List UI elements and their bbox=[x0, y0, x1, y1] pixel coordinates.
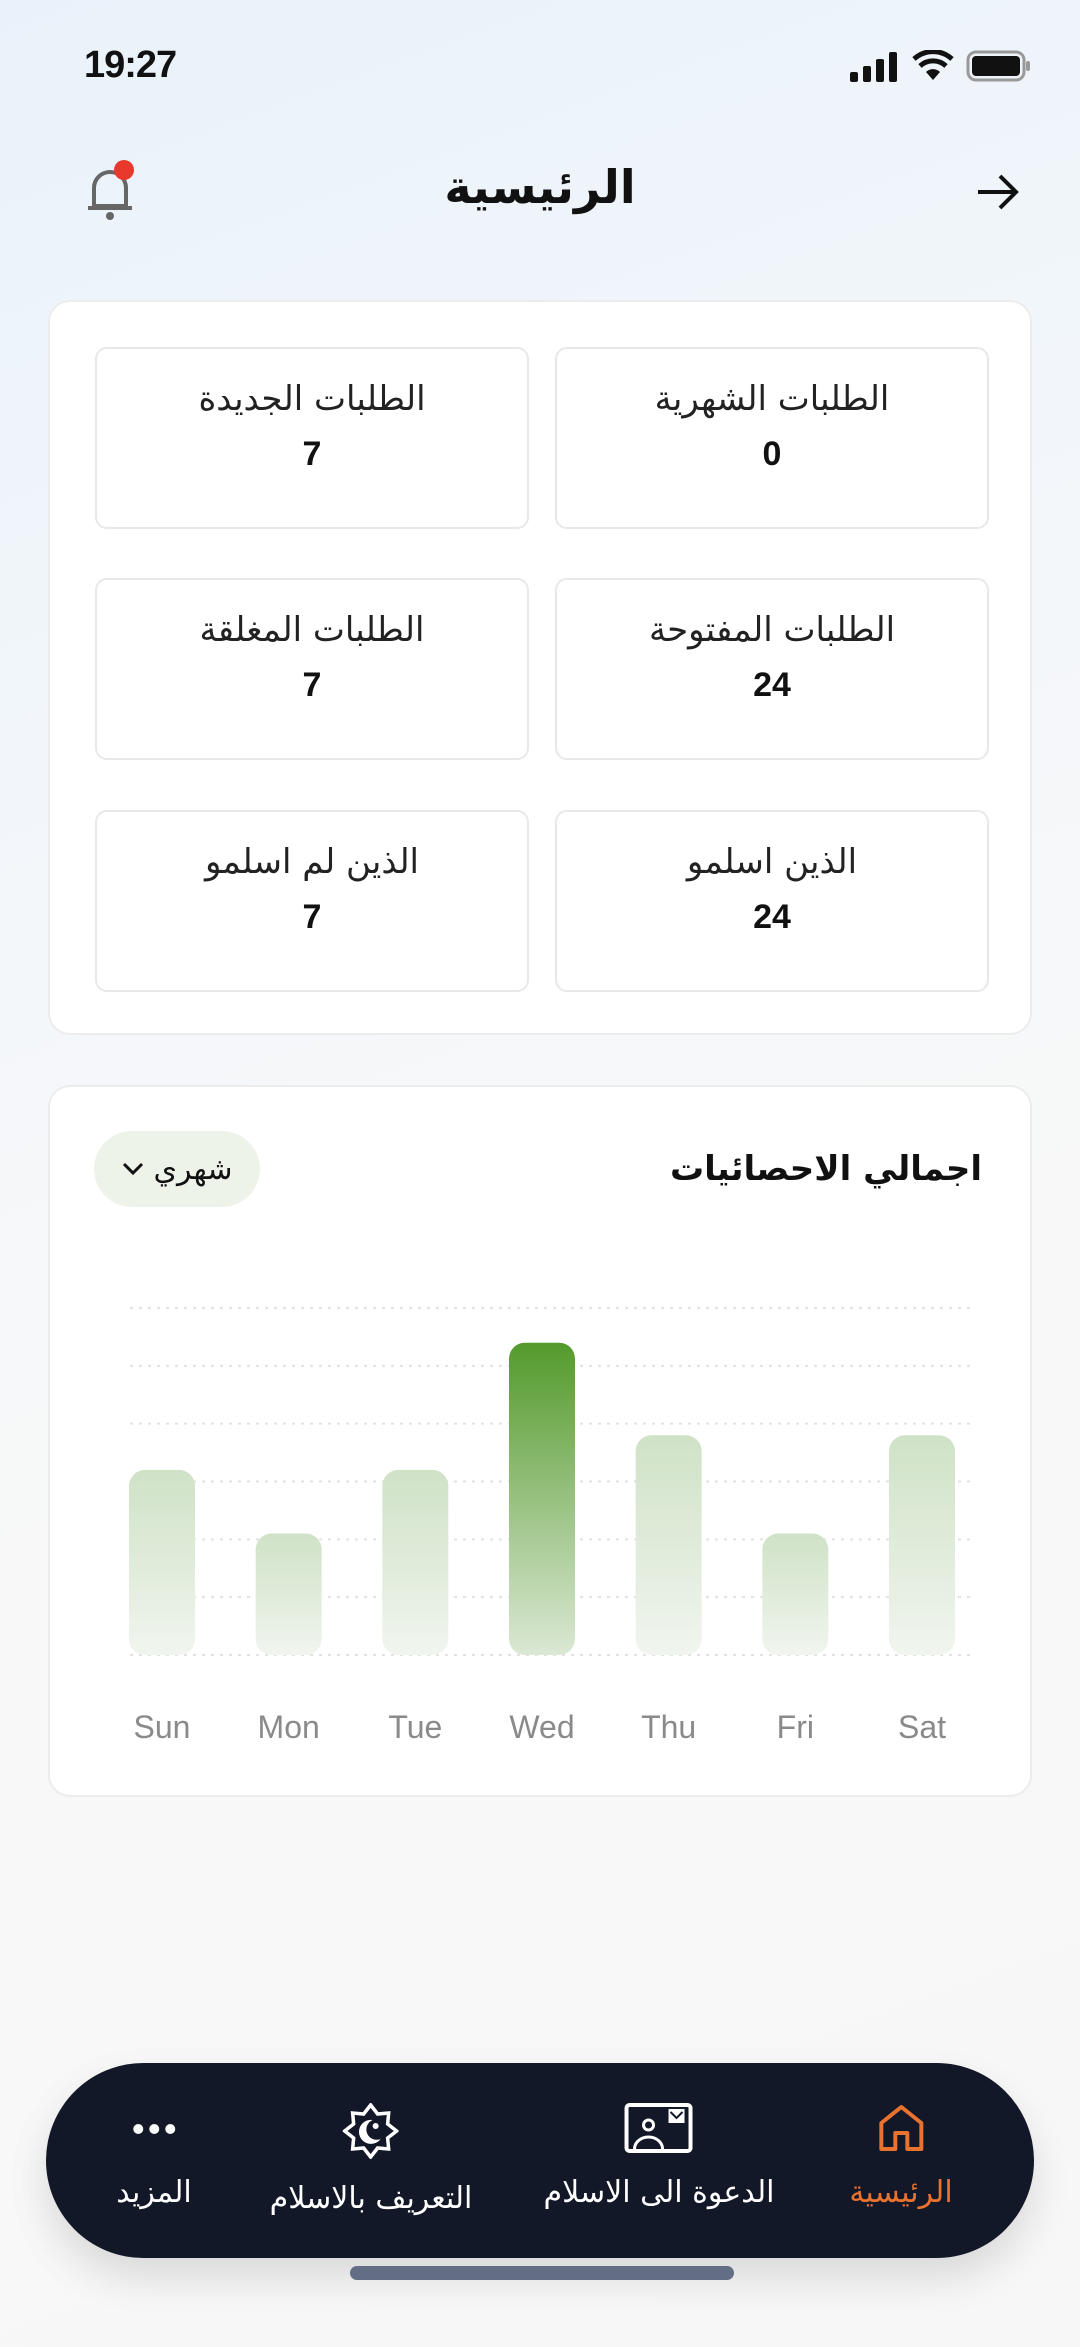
notifications-button[interactable] bbox=[84, 160, 140, 228]
stat-closed-requests[interactable]: الطلبات المغلقة 7 bbox=[95, 578, 529, 760]
nav-label: الدعوة الى الاسلام bbox=[543, 2175, 775, 2210]
nav-item-intro-islam[interactable]: التعريف بالاسلام bbox=[269, 2102, 473, 2216]
home-indicator[interactable] bbox=[350, 2266, 734, 2280]
stat-open-requests[interactable]: الطلبات المفتوحة 24 bbox=[555, 578, 989, 760]
x-tick-label: Fri bbox=[776, 1709, 814, 1745]
more-icon bbox=[133, 2124, 175, 2134]
nav-item-more[interactable]: المزيد bbox=[116, 2103, 192, 2210]
nav-item-home[interactable]: الرئيسية bbox=[849, 2103, 953, 2210]
signal-icon bbox=[850, 52, 897, 82]
x-tick-label: Sun bbox=[133, 1709, 191, 1745]
page-title: الرئيسية bbox=[444, 160, 636, 214]
x-tick-label: Wed bbox=[509, 1709, 575, 1745]
stat-label: الطلبات الجديدة bbox=[198, 379, 426, 419]
bar-fri[interactable] bbox=[762, 1533, 829, 1655]
chevron-down-icon bbox=[122, 1162, 143, 1176]
bar-thu[interactable] bbox=[635, 1435, 702, 1655]
bar-sun[interactable] bbox=[129, 1469, 195, 1655]
period-value: شهري bbox=[153, 1151, 233, 1187]
stat-converted[interactable]: الذين اسلمو 24 bbox=[555, 810, 989, 992]
bottom-nav: الرئيسية الدعوة الى الاسلام التعريف بالا… bbox=[46, 2063, 1034, 2258]
period-dropdown[interactable]: شهري bbox=[94, 1131, 260, 1207]
home-icon bbox=[879, 2105, 923, 2151]
bar-chart bbox=[129, 1307, 975, 1656]
stats-card: الطلبات الشهرية 0 الطلبات الجديدة 7 الطلبا… bbox=[48, 300, 1032, 1035]
stat-label: الطلبات المفتوحة bbox=[648, 610, 896, 650]
stat-label: الطلبات المغلقة bbox=[199, 610, 425, 650]
crescent-star-icon bbox=[342, 2102, 400, 2160]
stat-value: 0 bbox=[762, 435, 782, 473]
stat-not-converted[interactable]: الذين لم اسلمو 7 bbox=[95, 810, 529, 992]
stat-monthly-requests[interactable]: الطلبات الشهرية 0 bbox=[555, 347, 989, 529]
nav-label: الرئيسية bbox=[849, 2175, 953, 2210]
stat-new-requests[interactable]: الطلبات الجديدة 7 bbox=[95, 347, 529, 529]
stat-value: 24 bbox=[753, 666, 791, 704]
stat-label: الذين لم اسلمو bbox=[204, 842, 419, 882]
stat-value: 7 bbox=[302, 898, 322, 936]
stat-value: 7 bbox=[302, 435, 322, 473]
bar-sat[interactable] bbox=[889, 1435, 955, 1655]
status-time: 19:27 bbox=[84, 44, 177, 86]
bar-mon[interactable] bbox=[255, 1533, 322, 1655]
x-tick-label: Tue bbox=[388, 1709, 443, 1745]
x-tick-label: Thu bbox=[641, 1709, 697, 1745]
x-tick-label: Mon bbox=[257, 1709, 320, 1745]
stat-value: 7 bbox=[302, 666, 322, 704]
arrow-right-icon bbox=[978, 174, 1019, 210]
x-tick-label: Sat bbox=[897, 1709, 947, 1745]
wifi-icon bbox=[912, 50, 954, 80]
nav-item-dawah[interactable]: الدعوة الى الاسلام bbox=[543, 2103, 775, 2210]
back-button[interactable] bbox=[974, 170, 1022, 218]
stat-label: الذين اسلمو bbox=[686, 842, 858, 882]
bell-icon bbox=[88, 160, 134, 220]
bar-tue[interactable] bbox=[382, 1469, 449, 1655]
stat-label: الطلبات الشهرية bbox=[654, 379, 890, 419]
stat-value: 24 bbox=[753, 898, 791, 936]
bar-wed[interactable] bbox=[509, 1342, 575, 1655]
nav-label: المزيد bbox=[116, 2175, 192, 2210]
battery-icon bbox=[966, 50, 1030, 82]
id-card-icon bbox=[624, 2103, 693, 2153]
status-icons bbox=[850, 50, 1032, 82]
statistics-card: اجمالي الاحصائيات شهري Sun Mon Tue Wed Thu Fr… bbox=[48, 1085, 1032, 1797]
chart-title: اجمالي الاحصائيات bbox=[669, 1149, 982, 1189]
nav-label: التعريف بالاسلام bbox=[269, 2181, 473, 2216]
